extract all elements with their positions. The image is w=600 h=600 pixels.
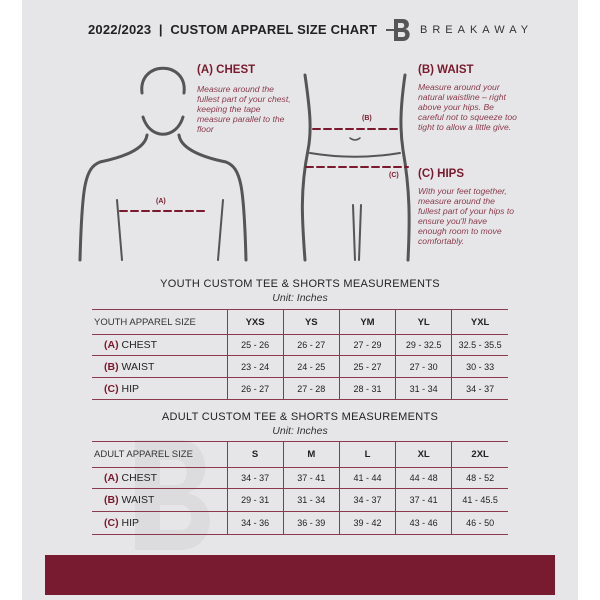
- table-row: (B) WAIST 23 - 24 24 - 25 25 - 27 27 - 30 30 …: [92, 355, 508, 378]
- cell: 46 - 50: [451, 511, 508, 535]
- row-label: (B) WAIST: [92, 488, 227, 512]
- cell: 26 - 27: [226, 377, 284, 400]
- adult-size-table: ADULT APPAREL SIZE S M L XL 2XL (A) CHEST 34 -…: [92, 441, 508, 535]
- cell: 25 - 27: [338, 355, 396, 378]
- cell: 32.5 - 35.5: [451, 334, 508, 356]
- cell: 34 - 36: [226, 511, 284, 535]
- youth-table-title: YOUTH CUSTOM TEE & SHORTS MEASUREMENTS: [160, 278, 440, 290]
- waist-heading: (B) WAIST: [418, 64, 474, 76]
- cell: 27 - 29: [338, 334, 396, 356]
- body-diagrams: [78, 66, 411, 262]
- table-row: (C) HIP 34 - 36 36 - 39 39 - 42 43 - 46 46 - …: [92, 511, 508, 535]
- cell: 34 - 37: [338, 488, 396, 512]
- hips-instructions: With your feet together, measure around …: [418, 186, 515, 246]
- cell: 28 - 31: [338, 377, 396, 400]
- table-header-row: ADULT APPAREL SIZE S M L XL 2XL: [92, 441, 508, 468]
- hips-heading: (C) HIPS: [418, 168, 464, 180]
- cell: 24 - 25: [282, 355, 340, 378]
- footer-band: [45, 555, 555, 595]
- cell: 29 - 31: [226, 488, 284, 512]
- cell: 34 - 37: [226, 467, 284, 489]
- row-label: (A) CHEST: [92, 467, 227, 489]
- table-row: (C) HIP 26 - 27 27 - 28 28 - 31 31 - 34 34 - …: [92, 377, 508, 400]
- cell: 36 - 39: [282, 511, 340, 535]
- brand-logo-icon: [386, 19, 410, 41]
- cell: 37 - 41: [395, 488, 452, 512]
- waist-marker: (B): [362, 115, 372, 122]
- cell: 26 - 27: [282, 334, 340, 356]
- youth-table-unit: Unit: Inches: [272, 292, 328, 304]
- waist-instructions: Measure around your natural waistline – …: [418, 82, 517, 132]
- cell: 30 - 33: [451, 355, 508, 378]
- header-cell: YL: [395, 309, 452, 335]
- header-cell: 2XL: [451, 441, 508, 468]
- header-cell: L: [338, 441, 396, 468]
- cell: 31 - 34: [395, 377, 452, 400]
- table-row: (A) CHEST 34 - 37 37 - 41 41 - 44 44 - 48 48 …: [92, 467, 508, 489]
- chest-instructions: Measure around the fullest part of your …: [197, 84, 291, 134]
- brand-name: BREAKAWAY: [420, 24, 534, 36]
- youth-size-table: YOUTH APPAREL SIZE YXS YS YM YL YXL (A) CHEST…: [92, 309, 508, 400]
- cell: 48 - 52: [451, 467, 508, 489]
- row-label: (A) CHEST: [92, 334, 227, 356]
- header-cell: ADULT APPAREL SIZE: [92, 441, 227, 468]
- header-cell: YXS: [226, 309, 284, 335]
- cell: 41 - 45.5: [451, 488, 508, 512]
- hips-marker: (C): [389, 172, 399, 179]
- header-cell: XL: [395, 441, 452, 468]
- row-label: (C) HIP: [92, 511, 227, 535]
- cell: 23 - 24: [226, 355, 284, 378]
- table-row: (B) WAIST 29 - 31 31 - 34 34 - 37 37 - 41 41 …: [92, 488, 508, 512]
- row-label: (B) WAIST: [92, 355, 227, 378]
- header-cell: M: [282, 441, 340, 468]
- lower-body-figure: [300, 73, 411, 262]
- header-cell: YXL: [451, 309, 508, 335]
- cell: 25 - 26: [226, 334, 284, 356]
- cell: 41 - 44: [338, 467, 396, 489]
- row-label: (C) HIP: [92, 377, 227, 400]
- cell: 31 - 34: [282, 488, 340, 512]
- cell: 29 - 32.5: [395, 334, 452, 356]
- adult-table-unit: Unit: Inches: [272, 425, 328, 437]
- chest-heading: (A) CHEST: [197, 64, 256, 76]
- cell: 27 - 28: [282, 377, 340, 400]
- upper-body-figure: [78, 66, 248, 262]
- cell: 39 - 42: [338, 511, 396, 535]
- cell: 34 - 37: [451, 377, 508, 400]
- adult-table-title: ADULT CUSTOM TEE & SHORTS MEASUREMENTS: [161, 411, 439, 423]
- cell: 44 - 48: [395, 467, 452, 489]
- page-title: 2022/2023 | CUSTOM APPAREL SIZE CHART: [88, 22, 378, 37]
- header-cell: YOUTH APPAREL SIZE: [92, 309, 227, 335]
- header-cell: YM: [338, 309, 396, 335]
- cell: 37 - 41: [282, 467, 340, 489]
- chest-marker: (A): [156, 198, 166, 205]
- table-header-row: YOUTH APPAREL SIZE YXS YS YM YL YXL: [92, 309, 508, 335]
- header-cell: S: [226, 441, 284, 468]
- header-cell: YS: [282, 309, 340, 335]
- cell: 27 - 30: [395, 355, 452, 378]
- cell: 43 - 46: [395, 511, 452, 535]
- table-row: (A) CHEST 25 - 26 26 - 27 27 - 29 29 - 32.5 3…: [92, 334, 508, 356]
